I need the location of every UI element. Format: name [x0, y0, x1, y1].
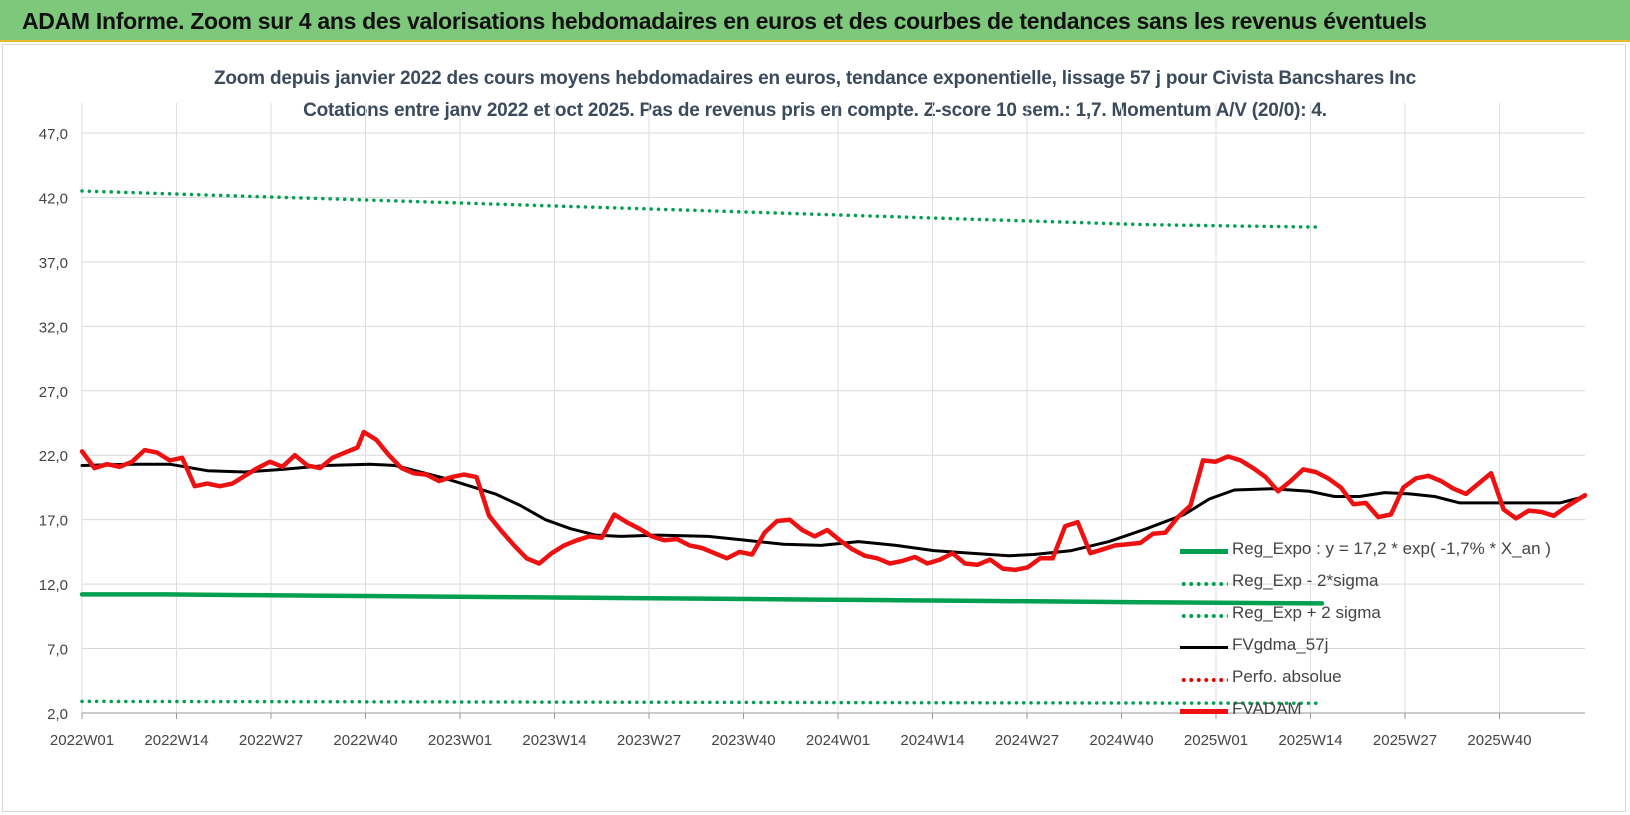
legend-label: Perfo. absolue — [1232, 667, 1342, 686]
legend-label: FVADAM — [1232, 699, 1302, 718]
x-tick-label: 2022W40 — [333, 732, 397, 749]
legend-label: Reg_Exp + 2 sigma — [1232, 603, 1381, 622]
legend-item: Reg_Expo : y = 17,2 * exp( -1,7% * X_an … — [1180, 536, 1580, 568]
legend-swatch — [1180, 709, 1228, 714]
y-tick-label: 7,0 — [47, 642, 68, 659]
x-tick-label: 2022W14 — [144, 732, 208, 749]
chart-title: Zoom depuis janvier 2022 des cours moyen… — [213, 68, 1417, 89]
x-tick-label: 2025W01 — [1184, 732, 1248, 749]
legend-swatch — [1180, 646, 1228, 649]
legend-swatch — [1180, 549, 1228, 554]
x-tick-label: 2024W14 — [900, 732, 964, 749]
legend-label: Reg_Expo : y = 17,2 * exp( -1,7% * X_an … — [1232, 539, 1551, 558]
x-tick-label: 2025W14 — [1278, 732, 1342, 749]
x-tick-label: 2023W01 — [428, 732, 492, 749]
legend-swatch — [1180, 677, 1228, 683]
x-axis-labels: 2022W01 2022W14 2022W27 2022W40 2023W01 2023W… — [50, 732, 1532, 749]
series-lines — [79, 189, 1588, 706]
y-tick-label: 42,0 — [39, 190, 68, 207]
legend-item: Reg_Exp + 2 sigma — [1180, 600, 1580, 632]
y-tick-label: 32,0 — [39, 319, 68, 336]
chart-legend: Reg_Expo : y = 17,2 * exp( -1,7% * X_an … — [1180, 536, 1580, 728]
y-tick-label: 12,0 — [39, 577, 68, 594]
legend-label: Reg_Exp - 2*sigma — [1232, 571, 1379, 590]
y-tick-label: 17,0 — [39, 513, 68, 530]
chart-subtitle: Cotations entre janv 2022 et oct 2025. P… — [303, 100, 1327, 121]
x-tick-label: 2022W01 — [50, 732, 114, 749]
report-banner: ADAM Informe. Zoom sur 4 ans des valoris… — [0, 0, 1630, 42]
report-title: ADAM Informe. Zoom sur 4 ans des valoris… — [22, 8, 1427, 34]
x-tick-label: 2024W01 — [806, 732, 870, 749]
y-tick-label: 47,0 — [39, 126, 68, 143]
y-tick-label: 37,0 — [39, 255, 68, 272]
x-tick-label: 2024W40 — [1089, 732, 1153, 749]
x-tick-label: 2024W27 — [995, 732, 1059, 749]
x-tick-label: 2025W27 — [1373, 732, 1437, 749]
series-line-1 — [80, 699, 1324, 706]
legend-item: FVADAM — [1180, 696, 1580, 728]
y-axis-labels: 2,0 7,0 12,0 17,0 22,0 27,0 32,0 37,0 42,0 47,0 — [39, 126, 68, 723]
x-tick-label: 2023W40 — [711, 732, 775, 749]
y-tick-label: 27,0 — [39, 384, 68, 401]
legend-label: FVgdma_57j — [1232, 635, 1329, 654]
legend-swatch — [1180, 581, 1228, 587]
legend-item: Reg_Exp - 2*sigma — [1180, 568, 1580, 600]
x-tick-label: 2023W27 — [617, 732, 681, 749]
x-tick-label: 2025W40 — [1467, 732, 1531, 749]
series-line-5 — [79, 429, 1588, 573]
series-line-0 — [79, 592, 1325, 606]
grid-lines — [81, 103, 1585, 719]
legend-swatch — [1180, 613, 1228, 619]
series-line-2 — [80, 189, 1324, 229]
x-tick-label: 2022W27 — [239, 732, 303, 749]
x-tick-label: 2023W14 — [522, 732, 586, 749]
y-tick-label: 22,0 — [39, 448, 68, 465]
y-tick-label: 2,0 — [47, 706, 68, 723]
legend-item: Perfo. absolue — [1180, 664, 1580, 696]
chart-frame — [2, 44, 1626, 812]
legend-item: FVgdma_57j — [1180, 632, 1580, 664]
